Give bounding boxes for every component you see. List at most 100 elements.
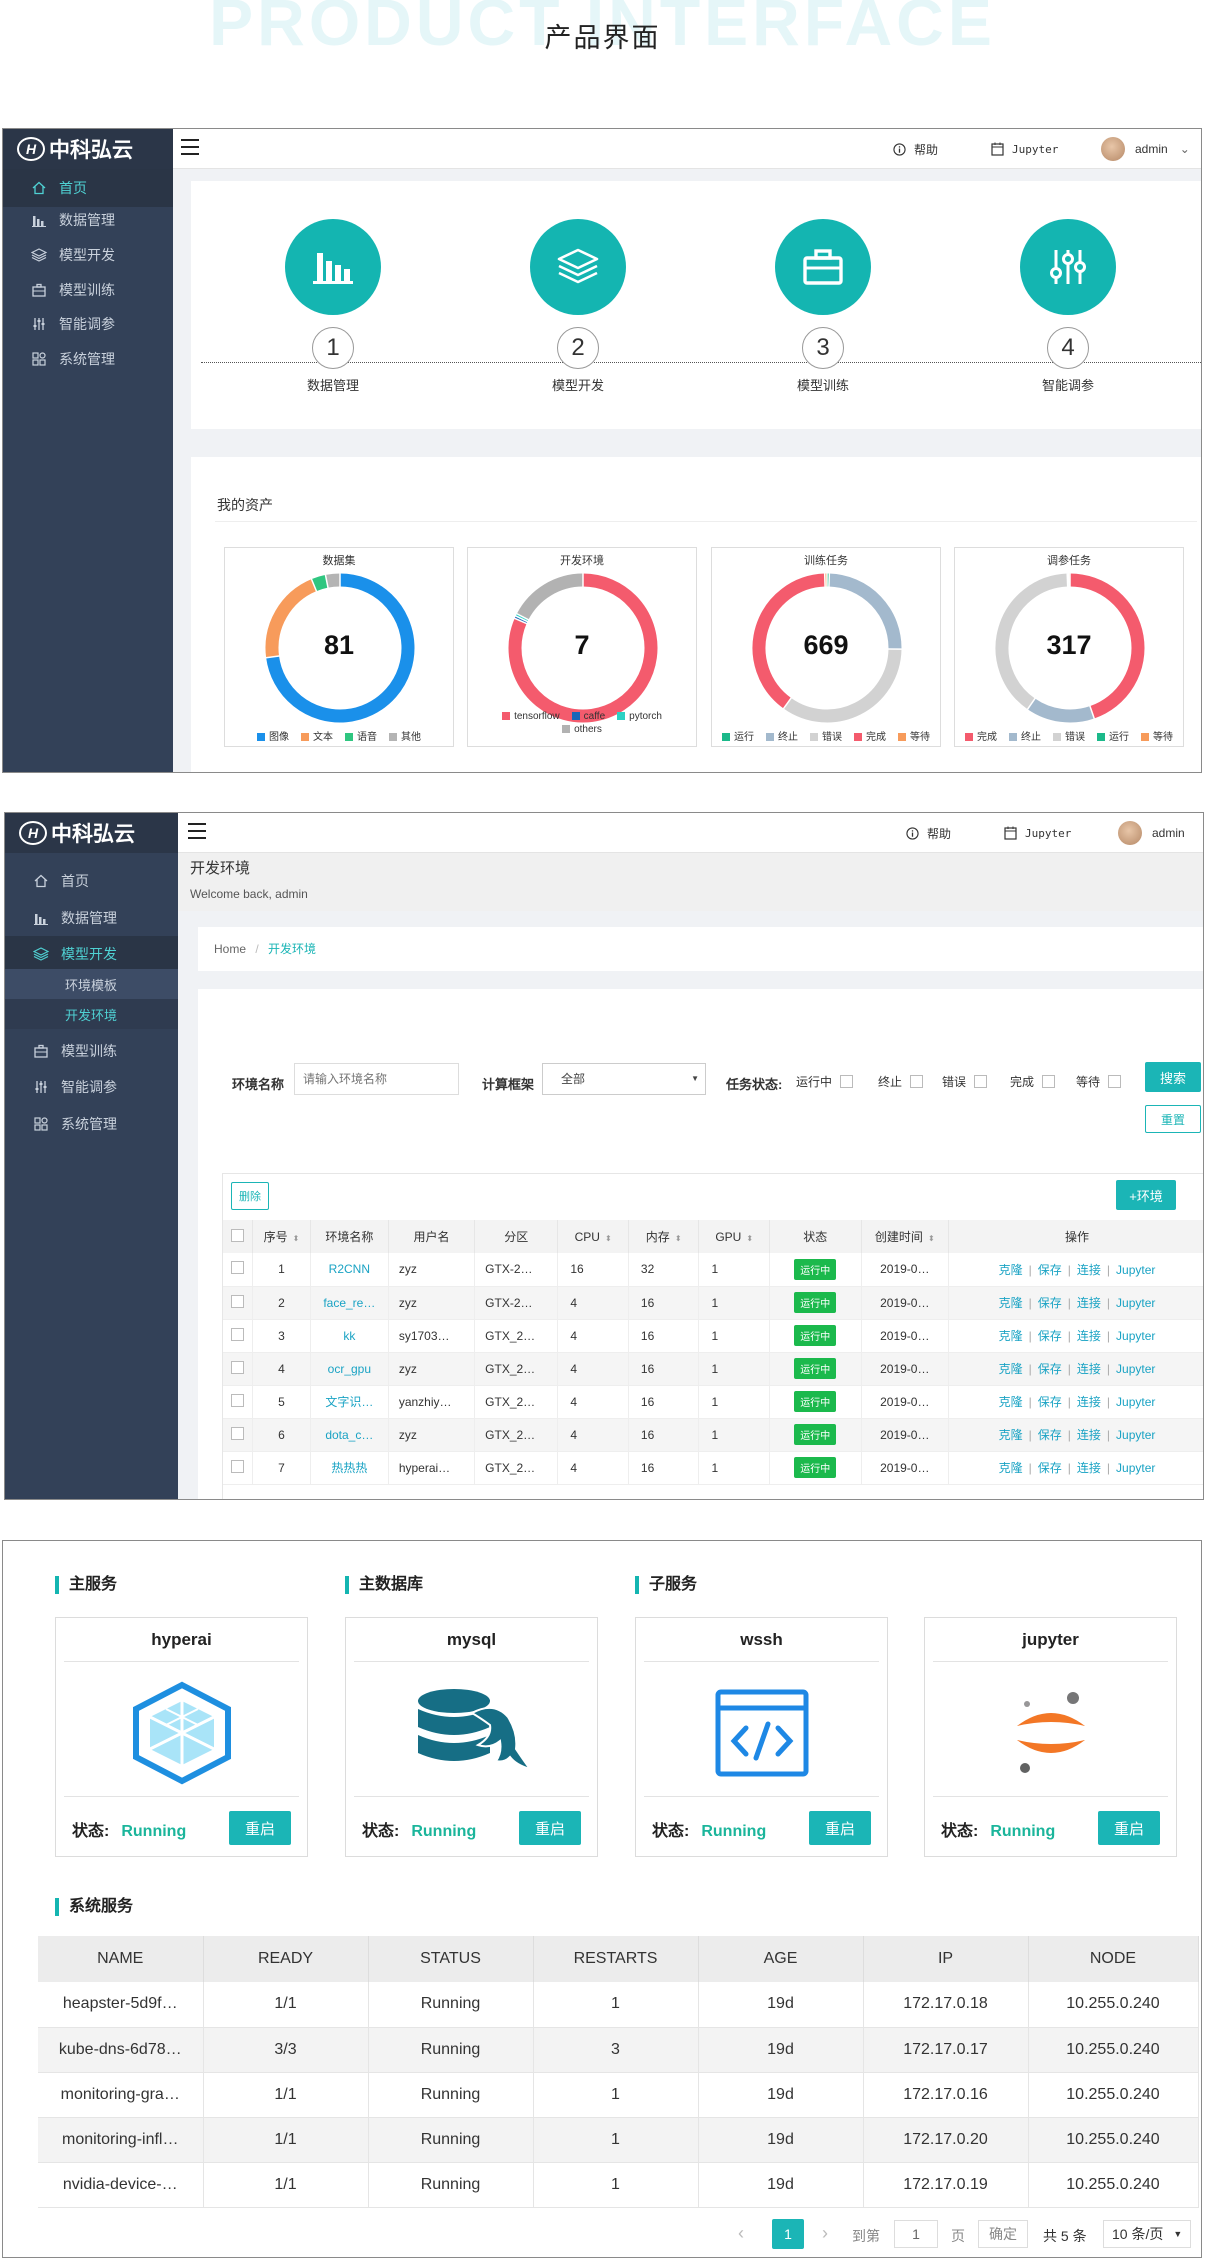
reset-button[interactable]: 重置: [1145, 1105, 1201, 1133]
legend-item[interactable]: 运行: [1097, 728, 1129, 743]
legend-item[interactable]: caffe: [571, 711, 605, 722]
framework-select[interactable]: 全部 ▼: [542, 1063, 706, 1095]
legend-item[interactable]: others: [562, 724, 602, 735]
sidebar-item-4[interactable]: 智能调参: [3, 307, 173, 341]
donut-slice-0[interactable]: [1069, 573, 1145, 719]
column-header[interactable]: 操作: [948, 1220, 1203, 1253]
workflow-step[interactable]: 2 模型开发: [478, 219, 678, 394]
row-checkbox[interactable]: [230, 1459, 244, 1473]
status-checkbox[interactable]: [1108, 1075, 1122, 1088]
action-link[interactable]: 连接: [1076, 1262, 1101, 1277]
status-checkbox[interactable]: [840, 1075, 854, 1088]
action-link[interactable]: 保存: [1037, 1362, 1062, 1376]
column-header[interactable]: 环境名称: [310, 1220, 389, 1253]
action-link[interactable]: Jupyter: [1116, 1461, 1156, 1475]
donut-slice-0[interactable]: [508, 573, 658, 723]
status-filter-4[interactable]: 等待: [1076, 1073, 1122, 1090]
cell-name[interactable]: dota_c…: [310, 1418, 389, 1452]
row-checkbox[interactable]: [230, 1360, 244, 1374]
status-checkbox[interactable]: [974, 1075, 988, 1088]
jupyter-button[interactable]: Jupyter: [1004, 813, 1071, 853]
menu-toggle-icon[interactable]: [188, 823, 206, 839]
restart-button[interactable]: 重启: [229, 1811, 291, 1845]
status-checkbox[interactable]: [1042, 1075, 1056, 1088]
donut-slice-1[interactable]: [265, 579, 317, 658]
action-link[interactable]: Jupyter: [1116, 1428, 1156, 1442]
logo[interactable]: H 中科弘云: [3, 129, 173, 169]
donut-slice-2[interactable]: [783, 648, 902, 723]
user-menu[interactable]: admin: [1118, 813, 1185, 853]
action-link[interactable]: 连接: [1076, 1329, 1101, 1343]
legend-item[interactable]: pytorch: [617, 711, 662, 722]
column-header[interactable]: GPU ⬍: [698, 1220, 770, 1253]
action-link[interactable]: 克隆: [998, 1262, 1023, 1277]
status-filter-1[interactable]: 终止: [878, 1073, 924, 1090]
env-name-input[interactable]: [294, 1063, 459, 1095]
cell-name[interactable]: kk: [310, 1319, 389, 1353]
page-1-button[interactable]: 1: [772, 2219, 804, 2249]
help-button[interactable]: 帮助: [893, 129, 938, 169]
goto-input[interactable]: 1: [894, 2220, 938, 2248]
sidebar-item-3[interactable]: 模型训练: [3, 273, 173, 307]
legend-item[interactable]: 等待: [1141, 728, 1173, 743]
restart-button[interactable]: 重启: [809, 1811, 871, 1845]
sort-icon[interactable]: ⬍: [292, 1234, 300, 1243]
donut-slice-3[interactable]: [325, 573, 341, 588]
sidebar-item-5[interactable]: 系统管理: [3, 342, 173, 376]
donut-slice-2[interactable]: [311, 574, 329, 592]
user-menu[interactable]: admin ⌄: [1101, 129, 1190, 169]
sort-icon[interactable]: ⬍: [604, 1233, 612, 1243]
sidebar-subitem-4[interactable]: 开发环境: [5, 999, 178, 1029]
sidebar-item-1[interactable]: 数据管理: [3, 203, 173, 237]
action-link[interactable]: 保存: [1037, 1262, 1062, 1277]
donut-slice-1[interactable]: [1027, 698, 1095, 723]
status-checkbox[interactable]: [910, 1075, 924, 1088]
sidebar-item-5[interactable]: 模型训练: [5, 1033, 178, 1069]
status-filter-3[interactable]: 完成: [1010, 1073, 1056, 1090]
action-link[interactable]: 连接: [1076, 1461, 1101, 1475]
action-link[interactable]: Jupyter: [1116, 1329, 1156, 1343]
action-link[interactable]: 保存: [1037, 1296, 1062, 1310]
column-header[interactable]: 分区: [474, 1220, 559, 1253]
legend-item[interactable]: 完成: [854, 728, 886, 743]
action-link[interactable]: 克隆: [998, 1296, 1023, 1310]
cell-name[interactable]: R2CNN: [310, 1253, 389, 1287]
row-checkbox[interactable]: [230, 1261, 244, 1275]
donut-slice-0[interactable]: [266, 573, 415, 723]
legend-item[interactable]: 等待: [898, 728, 930, 743]
legend-item[interactable]: 文本: [301, 728, 333, 743]
help-button[interactable]: 帮助: [906, 813, 951, 853]
legend-item[interactable]: 语音: [345, 728, 377, 743]
column-header[interactable]: 创建时间 ⬍: [861, 1220, 949, 1253]
sidebar-item-2[interactable]: 模型开发: [3, 238, 173, 272]
workflow-step[interactable]: 3 模型训练: [723, 219, 923, 394]
action-link[interactable]: 连接: [1076, 1296, 1101, 1310]
sidebar-item-2[interactable]: 模型开发: [5, 936, 178, 972]
breadcrumb-home[interactable]: Home: [214, 942, 247, 956]
menu-toggle-icon[interactable]: [181, 139, 199, 155]
sort-icon[interactable]: ⬍: [927, 1234, 935, 1243]
legend-item[interactable]: 图像: [257, 728, 289, 743]
row-checkbox[interactable]: [230, 1327, 244, 1341]
sidebar-item-6[interactable]: 智能调参: [5, 1069, 178, 1105]
action-link[interactable]: 克隆: [998, 1362, 1023, 1376]
per-page-select[interactable]: 10 条/页 ▼: [1103, 2220, 1191, 2248]
action-link[interactable]: Jupyter: [1116, 1262, 1156, 1277]
donut-slice-3[interactable]: [516, 573, 584, 620]
confirm-button[interactable]: 确定: [978, 2220, 1028, 2248]
cell-name[interactable]: ocr_gpu: [310, 1352, 389, 1386]
action-link[interactable]: 连接: [1076, 1395, 1101, 1409]
jupyter-button[interactable]: Jupyter: [991, 129, 1058, 169]
legend-item[interactable]: 错误: [1053, 728, 1085, 743]
legend-item[interactable]: tensorflow: [502, 711, 560, 722]
legend-item[interactable]: 运行: [722, 728, 754, 743]
workflow-step[interactable]: 1 数据管理: [233, 219, 433, 394]
column-header[interactable]: 序号 ⬍: [252, 1220, 311, 1253]
action-link[interactable]: 克隆: [998, 1428, 1023, 1442]
action-link[interactable]: 克隆: [998, 1395, 1023, 1409]
status-filter-0[interactable]: 运行中: [796, 1073, 854, 1090]
cell-name[interactable]: 热热热: [310, 1451, 389, 1485]
legend-item[interactable]: 终止: [766, 728, 798, 743]
add-env-button[interactable]: +环境: [1116, 1180, 1176, 1210]
row-checkbox[interactable]: [230, 1426, 244, 1440]
